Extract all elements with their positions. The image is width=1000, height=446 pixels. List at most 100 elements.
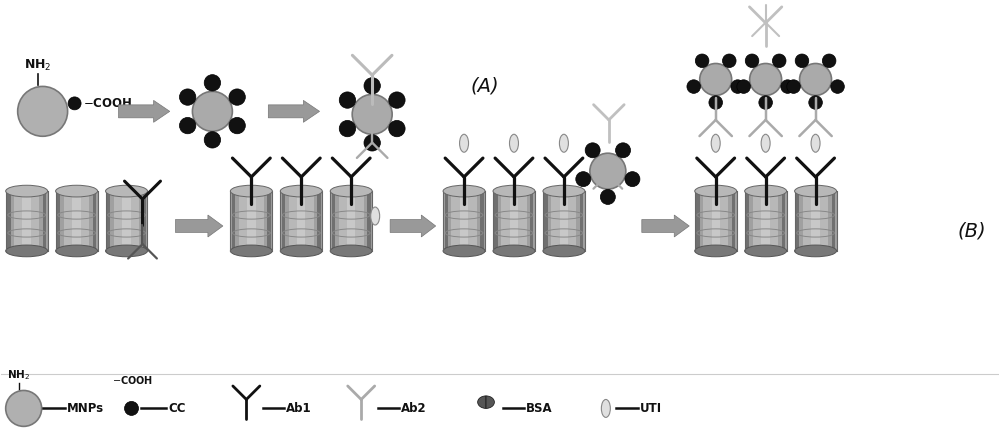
Bar — [139, 191, 147, 251]
Bar — [695, 191, 737, 251]
Bar — [347, 191, 355, 251]
Circle shape — [179, 117, 196, 134]
Bar — [64, 191, 72, 251]
FancyArrow shape — [119, 100, 170, 122]
Ellipse shape — [695, 185, 737, 197]
Bar — [560, 191, 568, 251]
Bar — [14, 191, 22, 251]
Bar — [31, 191, 39, 251]
Ellipse shape — [230, 245, 272, 257]
Bar — [39, 191, 48, 251]
FancyArrow shape — [642, 215, 689, 237]
Circle shape — [68, 97, 81, 110]
Bar — [820, 191, 828, 251]
Bar — [576, 191, 585, 251]
Bar — [745, 191, 753, 251]
Bar — [782, 191, 785, 251]
FancyArrow shape — [175, 215, 223, 237]
Bar — [56, 191, 64, 251]
Circle shape — [600, 190, 615, 204]
Bar — [695, 191, 703, 251]
Bar — [43, 191, 46, 251]
Ellipse shape — [443, 185, 485, 197]
Bar — [131, 191, 139, 251]
Circle shape — [722, 54, 736, 67]
Bar — [443, 191, 485, 251]
Bar — [443, 191, 451, 251]
Bar — [761, 191, 770, 251]
Ellipse shape — [695, 245, 737, 257]
Bar — [89, 191, 98, 251]
Bar — [543, 191, 551, 251]
Bar — [330, 191, 339, 251]
Bar — [22, 191, 31, 251]
Circle shape — [125, 401, 139, 415]
Circle shape — [6, 391, 42, 426]
Circle shape — [787, 80, 800, 93]
Ellipse shape — [371, 207, 380, 225]
Bar — [494, 191, 498, 251]
Ellipse shape — [811, 134, 820, 152]
Bar — [317, 191, 321, 251]
Bar — [811, 191, 820, 251]
Bar — [828, 191, 837, 251]
Ellipse shape — [280, 185, 322, 197]
Text: (B): (B) — [957, 222, 986, 240]
Bar — [107, 191, 110, 251]
Circle shape — [18, 87, 68, 136]
Bar — [297, 191, 305, 251]
Circle shape — [625, 172, 640, 186]
Bar — [746, 191, 749, 251]
Bar — [314, 191, 322, 251]
Bar — [6, 191, 48, 251]
Bar — [477, 191, 485, 251]
Ellipse shape — [56, 245, 98, 257]
Ellipse shape — [559, 134, 568, 152]
Bar — [510, 191, 518, 251]
Circle shape — [590, 153, 626, 189]
Bar — [445, 191, 448, 251]
Ellipse shape — [330, 245, 372, 257]
Bar — [795, 191, 837, 251]
Circle shape — [389, 92, 405, 108]
Text: (A): (A) — [471, 77, 499, 96]
Bar — [544, 191, 548, 251]
Bar — [778, 191, 787, 251]
Circle shape — [687, 80, 701, 93]
Bar — [745, 191, 787, 251]
Bar — [796, 191, 799, 251]
Bar — [795, 191, 803, 251]
Bar — [280, 191, 289, 251]
Bar — [264, 191, 272, 251]
Circle shape — [179, 89, 196, 105]
Circle shape — [831, 80, 844, 93]
Ellipse shape — [330, 185, 372, 197]
Bar — [256, 191, 264, 251]
Text: $-$COOH: $-$COOH — [112, 375, 153, 387]
Bar — [7, 191, 11, 251]
Ellipse shape — [509, 134, 518, 152]
Bar — [106, 191, 114, 251]
Text: NH$_2$: NH$_2$ — [24, 58, 51, 74]
Bar — [493, 191, 535, 251]
Ellipse shape — [6, 185, 48, 197]
Bar — [580, 191, 583, 251]
Bar — [6, 191, 14, 251]
Circle shape — [700, 63, 732, 95]
Circle shape — [781, 80, 794, 93]
Bar — [753, 191, 761, 251]
Bar — [280, 191, 322, 251]
Circle shape — [339, 92, 356, 108]
Circle shape — [616, 143, 631, 158]
Ellipse shape — [106, 245, 147, 257]
Circle shape — [745, 54, 759, 67]
Bar — [232, 191, 235, 251]
Ellipse shape — [460, 134, 469, 152]
Text: UTI: UTI — [640, 402, 662, 415]
Ellipse shape — [795, 245, 837, 257]
Bar — [230, 191, 272, 251]
Bar — [57, 191, 60, 251]
Bar — [803, 191, 811, 251]
Text: NH$_2$: NH$_2$ — [7, 368, 30, 381]
Text: $-$COOH: $-$COOH — [83, 97, 132, 110]
